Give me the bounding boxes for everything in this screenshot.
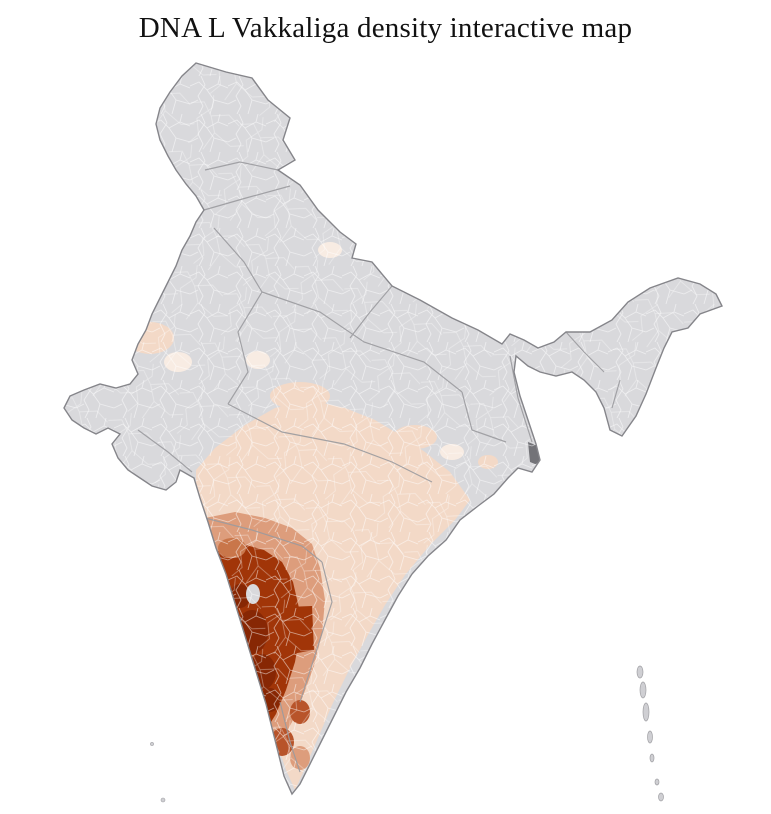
lakshadweep-islands[interactable] xyxy=(150,742,166,803)
state-boundaries xyxy=(137,161,621,773)
medium-density-district-south[interactable] xyxy=(254,748,270,768)
andaman-nicobar-islands[interactable] xyxy=(636,665,664,802)
page-title: DNA L Vakkaliga density interactive map xyxy=(138,12,633,44)
country-outline xyxy=(63,62,723,796)
low-density-patch[interactable] xyxy=(693,323,703,331)
